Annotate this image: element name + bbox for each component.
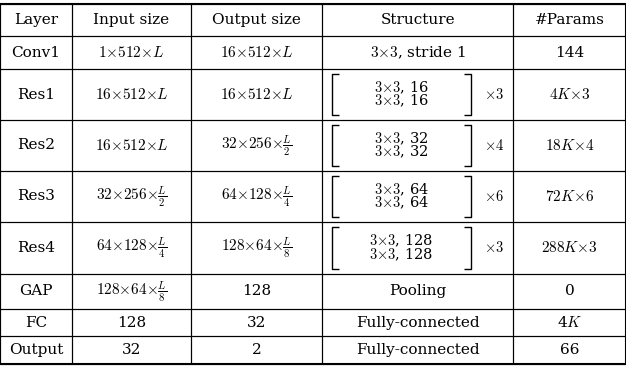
Text: Fully-connected: Fully-connected xyxy=(356,343,480,357)
Text: Fully-connected: Fully-connected xyxy=(356,315,480,329)
Bar xyxy=(191,69,322,120)
Text: GAP: GAP xyxy=(19,284,53,298)
Text: Res2: Res2 xyxy=(17,138,55,152)
Text: Input size: Input size xyxy=(93,13,170,27)
Bar xyxy=(0,69,72,120)
Bar xyxy=(191,222,322,274)
Text: $16{\times}512{\times}L$: $16{\times}512{\times}L$ xyxy=(220,45,294,60)
Text: Structure: Structure xyxy=(381,13,455,27)
Bar xyxy=(322,222,513,274)
Text: $4K{\times}3$: $4K{\times}3$ xyxy=(549,87,590,102)
Text: $3{\times}3$, 32: $3{\times}3$, 32 xyxy=(374,131,429,147)
Text: $3{\times}3$, stride 1: $3{\times}3$, stride 1 xyxy=(370,45,466,61)
Bar xyxy=(513,4,626,36)
Text: Res3: Res3 xyxy=(17,189,55,203)
Text: $3{\times}3$, 16: $3{\times}3$, 16 xyxy=(374,93,429,109)
Text: $64{\times}128{\times}\frac{L}{4}$: $64{\times}128{\times}\frac{L}{4}$ xyxy=(221,184,292,209)
Text: Output size: Output size xyxy=(212,13,301,27)
Bar xyxy=(72,36,191,69)
Bar xyxy=(191,36,322,69)
Bar xyxy=(0,274,72,309)
Bar xyxy=(322,309,513,336)
Text: $128{\times}64{\times}\frac{L}{8}$: $128{\times}64{\times}\frac{L}{8}$ xyxy=(221,236,292,260)
Text: $3{\times}3$, 32: $3{\times}3$, 32 xyxy=(374,144,429,160)
Bar xyxy=(191,171,322,222)
Text: Pooling: Pooling xyxy=(389,284,446,298)
Bar xyxy=(0,36,72,69)
Bar xyxy=(513,171,626,222)
Text: FC: FC xyxy=(25,315,47,329)
Bar xyxy=(513,309,626,336)
Bar xyxy=(0,309,72,336)
Text: 32: 32 xyxy=(247,315,266,329)
Bar xyxy=(72,336,191,364)
Bar xyxy=(72,309,191,336)
Text: $32{\times}256{\times}\frac{L}{2}$: $32{\times}256{\times}\frac{L}{2}$ xyxy=(96,184,167,209)
Bar xyxy=(72,171,191,222)
Bar xyxy=(322,4,513,36)
Text: $32{\times}256{\times}\frac{L}{2}$: $32{\times}256{\times}\frac{L}{2}$ xyxy=(221,133,292,158)
Text: $16{\times}512{\times}L$: $16{\times}512{\times}L$ xyxy=(95,138,168,153)
Text: $3{\times}3$, 64: $3{\times}3$, 64 xyxy=(374,195,429,211)
Bar xyxy=(72,4,191,36)
Text: $128{\times}64{\times}\frac{L}{8}$: $128{\times}64{\times}\frac{L}{8}$ xyxy=(96,279,167,304)
Bar xyxy=(72,69,191,120)
Bar xyxy=(513,36,626,69)
Bar xyxy=(513,274,626,309)
Text: ${\times}3$: ${\times}3$ xyxy=(485,87,504,102)
Text: 4$K$: 4$K$ xyxy=(557,315,582,330)
Text: Conv1: Conv1 xyxy=(11,46,61,60)
Text: 144: 144 xyxy=(555,46,584,60)
Text: $288K{\times}3$: $288K{\times}3$ xyxy=(541,240,598,255)
Text: Layer: Layer xyxy=(14,13,58,27)
Text: $16{\times}512{\times}L$: $16{\times}512{\times}L$ xyxy=(220,87,294,102)
Text: 128: 128 xyxy=(117,315,146,329)
Text: $3{\times}3$, 64: $3{\times}3$, 64 xyxy=(374,181,429,198)
Bar xyxy=(72,120,191,171)
Bar xyxy=(322,69,513,120)
Text: $3{\times}3$, 128: $3{\times}3$, 128 xyxy=(369,247,434,263)
Bar xyxy=(513,69,626,120)
Text: 2: 2 xyxy=(252,343,262,357)
Text: 66: 66 xyxy=(560,343,580,357)
Text: ${\times}3$: ${\times}3$ xyxy=(485,240,504,255)
Text: $1{\times}512{\times}L$: $1{\times}512{\times}L$ xyxy=(98,45,165,60)
Bar xyxy=(513,222,626,274)
Bar xyxy=(322,274,513,309)
Bar xyxy=(513,336,626,364)
Bar xyxy=(0,336,72,364)
Bar xyxy=(0,4,72,36)
Bar xyxy=(72,222,191,274)
Bar xyxy=(513,120,626,171)
Text: $72K{\times}6$: $72K{\times}6$ xyxy=(545,189,594,204)
Text: Output: Output xyxy=(9,343,63,357)
Bar xyxy=(191,336,322,364)
Bar xyxy=(72,274,191,309)
Text: Res1: Res1 xyxy=(17,88,55,102)
Text: $18K{\times}4$: $18K{\times}4$ xyxy=(545,138,594,153)
Text: #Params: #Params xyxy=(535,13,605,27)
Text: $16{\times}512{\times}L$: $16{\times}512{\times}L$ xyxy=(95,87,168,102)
Bar xyxy=(191,274,322,309)
Bar xyxy=(0,171,72,222)
Bar xyxy=(322,120,513,171)
Bar xyxy=(322,336,513,364)
Text: 0: 0 xyxy=(565,284,575,298)
Bar xyxy=(191,4,322,36)
Bar xyxy=(322,36,513,69)
Bar xyxy=(191,120,322,171)
Text: $3{\times}3$, 128: $3{\times}3$, 128 xyxy=(369,233,434,249)
Text: ${\times}4$: ${\times}4$ xyxy=(484,138,505,153)
Text: $3{\times}3$, 16: $3{\times}3$, 16 xyxy=(374,80,429,96)
Text: Res4: Res4 xyxy=(17,241,55,255)
Bar xyxy=(0,120,72,171)
Text: 128: 128 xyxy=(242,284,271,298)
Bar xyxy=(322,171,513,222)
Text: $64{\times}128{\times}\frac{L}{4}$: $64{\times}128{\times}\frac{L}{4}$ xyxy=(96,236,167,260)
Bar xyxy=(191,309,322,336)
Text: ${\times}6$: ${\times}6$ xyxy=(485,189,504,204)
Bar xyxy=(0,222,72,274)
Text: 32: 32 xyxy=(122,343,141,357)
